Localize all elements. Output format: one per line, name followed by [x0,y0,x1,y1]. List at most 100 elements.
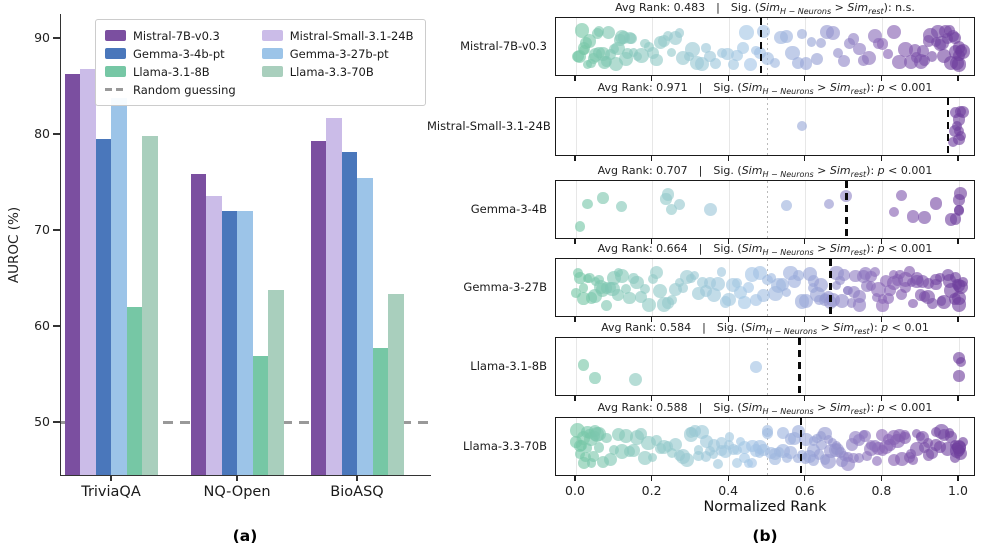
data-point [799,57,813,70]
x-axis-label: Normalized Rank [703,499,827,515]
data-point [612,289,624,302]
strip-plot [555,180,975,239]
data-point [635,428,647,440]
data-point [949,32,962,45]
data-point [709,449,719,460]
x-tick [574,476,576,481]
y-tick [53,229,60,231]
data-point [700,451,712,462]
data-point [662,31,673,42]
data-point [651,435,662,446]
data-point [919,55,931,67]
data-point [650,53,663,67]
x-tick [804,156,806,161]
data-point [784,432,797,445]
data-point [577,358,590,371]
strip-row-label: Mistral-Small-3.1-24B [427,118,551,133]
x-tick [880,156,883,161]
data-point [954,187,968,201]
data-point [593,46,605,58]
data-point [693,450,704,462]
x-tick [574,156,576,161]
data-point [577,292,590,305]
data-point [750,360,762,373]
x-tick [880,396,883,401]
y-tick-label: 90 [34,30,50,45]
x-tick [727,396,729,401]
x-tick [957,317,959,322]
data-point [703,202,717,216]
data-point [609,444,620,455]
data-point [667,47,677,57]
data-point [847,33,860,45]
bar [111,97,127,475]
data-point [916,275,930,289]
data-point [673,198,686,210]
data-point [575,449,585,459]
x-tick [957,239,959,244]
reference-line-05 [766,181,769,238]
data-point [582,34,597,48]
data-point [852,298,867,313]
x-tick [880,76,883,81]
x-tick [880,317,883,322]
data-point [622,48,634,60]
x-tick [651,476,653,481]
data-point [906,449,916,459]
data-point [838,269,850,281]
data-point [680,453,695,468]
x-tick [880,476,883,481]
gridline [805,18,807,75]
data-point [918,211,931,224]
legend-label: Random guessing [133,82,236,97]
data-point [724,432,734,442]
strip-plot [555,97,975,156]
data-point [648,453,658,463]
x-tick [804,76,806,81]
data-point [719,296,732,308]
data-point [574,221,586,232]
x-tick [804,476,806,481]
bar [95,138,111,475]
data-point [712,459,723,470]
data-point [613,268,623,278]
data-point [623,291,636,304]
data-point [633,48,649,64]
data-point [882,293,894,305]
data-point [696,277,708,289]
bar [326,117,342,475]
data-point [627,444,640,457]
bar [237,210,253,475]
x-tick [574,239,576,244]
data-point [882,433,894,445]
data-point [812,433,823,444]
data-point [915,430,930,445]
data-point [796,120,807,131]
gridline [652,338,654,395]
data-point [794,294,810,309]
legend-item: Gemma-3-4b-pt [105,45,236,62]
data-point [653,284,668,299]
data-point [743,57,757,71]
data-point [861,51,877,66]
gridline [575,181,577,238]
data-point [766,273,776,283]
data-point [678,283,688,293]
data-point [647,274,658,285]
data-point [872,292,882,302]
strip-row-title: Avg Rank: 0.664 | Sig. (SimH − Neurons > S… [597,242,933,258]
y-tick [53,325,60,327]
data-point [953,370,965,382]
data-point [770,57,781,69]
data-point [896,289,908,301]
data-point [731,457,742,469]
data-point [715,437,728,449]
data-point [693,445,704,455]
x-tick [356,475,358,481]
panel-a-caption: (a) [232,527,258,545]
legend-item: Mistral-Small-3.1-24B [261,27,414,44]
data-point [666,294,677,305]
data-point [574,23,589,38]
data-point [572,268,584,279]
x-tick [880,239,883,244]
